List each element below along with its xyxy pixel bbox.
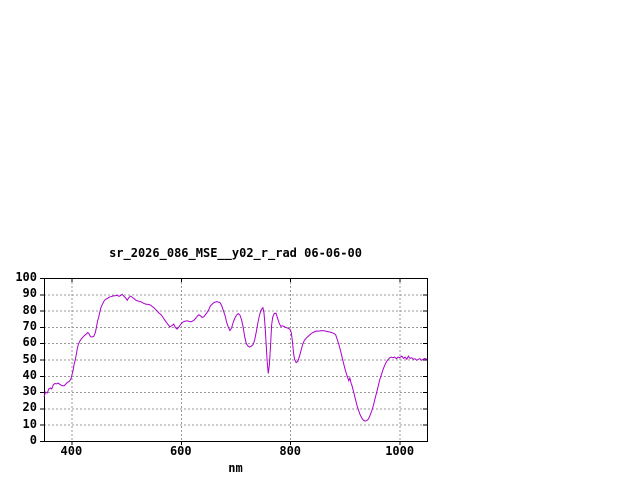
y-tick-label: 10 xyxy=(22,416,37,431)
y-tick-label: 100 xyxy=(15,270,37,284)
y-tick-label: 70 xyxy=(22,318,37,333)
x-tick-label: 800 xyxy=(279,444,302,458)
x-tick-label: 400 xyxy=(60,444,83,458)
plot-frame xyxy=(44,278,428,442)
y-tick-label: 50 xyxy=(22,351,37,366)
y-tick-label: 90 xyxy=(22,286,37,301)
chart-title: sr_2026_086_MSE__y02_r_rad 06-06-00 xyxy=(109,246,362,260)
y-tick-label: 30 xyxy=(22,384,37,399)
y-tick-label: 80 xyxy=(22,302,37,317)
radiance-curve xyxy=(43,293,428,422)
y-tick-label: 20 xyxy=(22,400,37,415)
y-tick-label: 0 xyxy=(29,433,37,447)
x-tick-label: 600 xyxy=(169,444,192,458)
x-tick-label: 1000 xyxy=(385,444,415,458)
y-tick-label: 60 xyxy=(22,335,37,350)
y-tick-label: 40 xyxy=(22,367,37,382)
x-axis-label: nm xyxy=(228,461,243,475)
